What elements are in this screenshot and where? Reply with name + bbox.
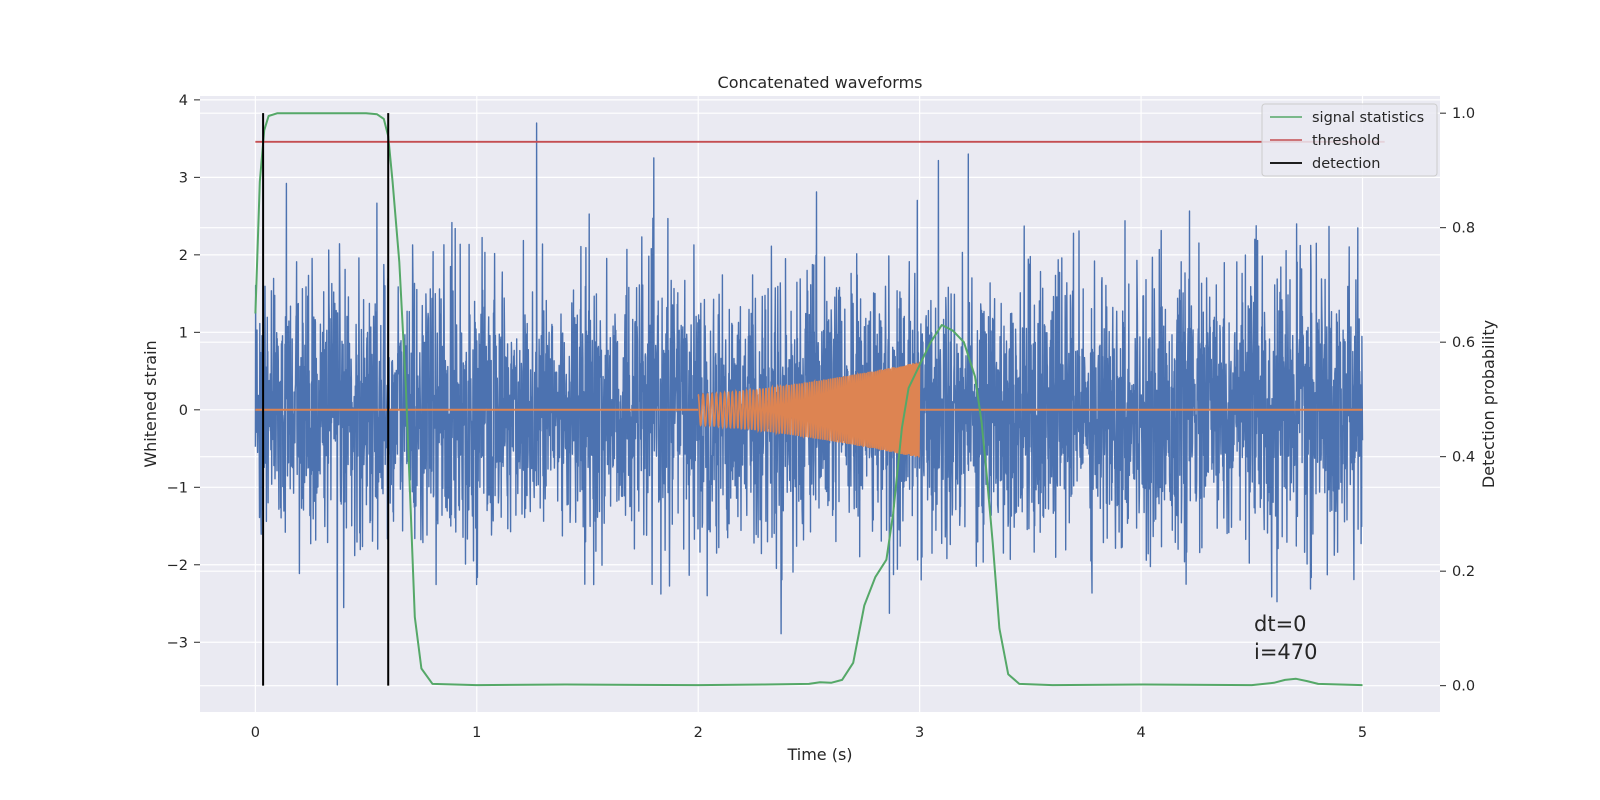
y-tick-label: −1: [167, 480, 188, 496]
x-tick-label: 0: [251, 725, 260, 741]
legend-label-threshold: threshold: [1312, 133, 1380, 149]
x-tick-label: 3: [915, 725, 924, 741]
annotation-i: i=470: [1254, 640, 1318, 664]
stat-layer: [254, 112, 1385, 687]
y2-tick-label: 0.0: [1452, 679, 1475, 695]
y2-tick-label: 0.6: [1452, 335, 1475, 351]
y2-tick-label: 0.4: [1452, 450, 1475, 466]
y-tick-label: 3: [179, 170, 188, 186]
noise-series-line: [254, 122, 1364, 686]
x-tick-label: 2: [694, 725, 703, 741]
y2-axis-label: Detection probability: [1479, 320, 1498, 488]
y-tick-label: −2: [167, 558, 188, 574]
y-axis-ticks: −3 −2 −1 0 1 2 3 4: [167, 93, 200, 651]
y-tick-label: 2: [179, 248, 188, 264]
y2-tick-label: 0.8: [1452, 221, 1475, 237]
y-axis-label: Whitened strain: [141, 340, 160, 467]
y2-tick-label: 0.2: [1452, 564, 1475, 580]
chart-title: Concatenated waveforms: [718, 73, 923, 92]
template-chirp-line: [697, 361, 921, 458]
annotation-dt: dt=0: [1254, 612, 1307, 636]
legend-frame: [1261, 103, 1438, 177]
x-axis-ticks: 0 1 2 3 4 5: [251, 725, 1367, 741]
plot-layer: [254, 112, 1385, 687]
y2-axis-ticks: 0.0 0.2 0.4 0.6 0.8 1.0: [1440, 106, 1475, 695]
y-tick-label: −3: [167, 635, 188, 651]
noise-layer: [254, 122, 1364, 686]
x-tick-label: 5: [1358, 725, 1367, 741]
template-layer: [255, 361, 1363, 458]
legend-label-signal-statistics: signal statistics: [1312, 110, 1424, 126]
y2-tick-label: 1.0: [1452, 106, 1475, 122]
x-tick-label: 1: [472, 725, 481, 741]
x-axis-label: Time (s): [786, 745, 852, 764]
legend: signal statistics threshold detection: [1261, 103, 1438, 177]
x-tick-label: 4: [1136, 725, 1145, 741]
legend-label-detection: detection: [1312, 156, 1380, 172]
signal-statistics-line: [254, 112, 1363, 687]
y-tick-label: 0: [179, 403, 188, 419]
y-tick-label: 1: [179, 325, 188, 341]
y-tick-label: 4: [179, 93, 188, 109]
